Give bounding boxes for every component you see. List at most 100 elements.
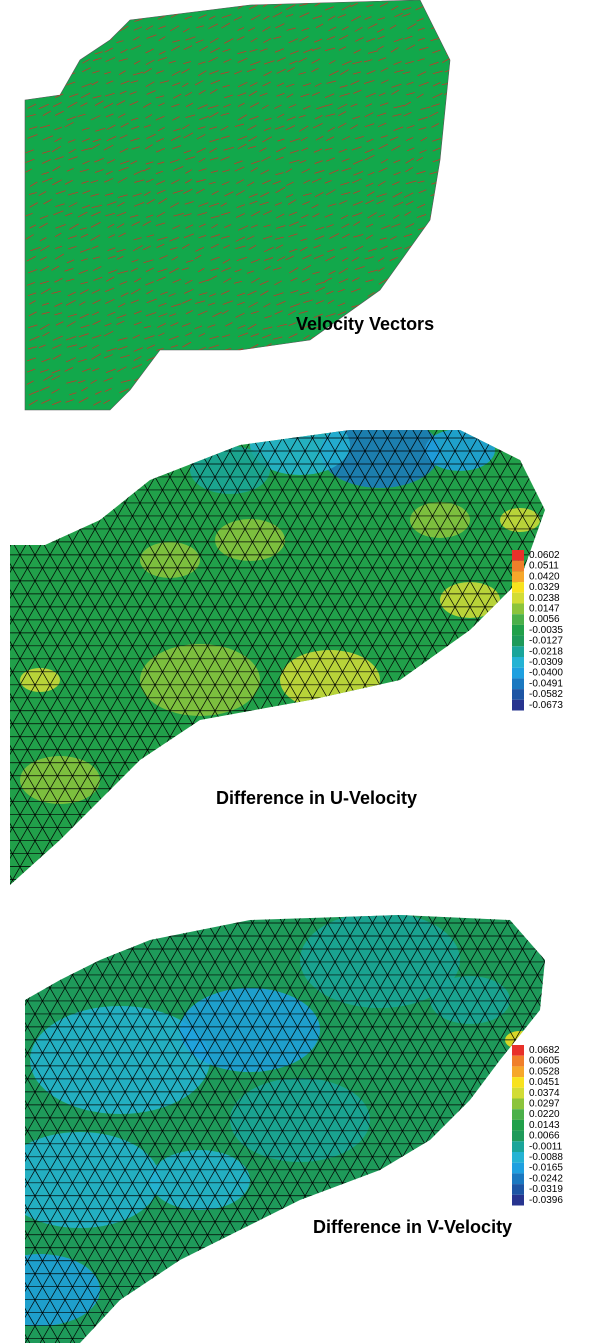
- vector: [431, 236, 440, 241]
- vector: [313, 403, 321, 406]
- vector: [368, 357, 375, 361]
- vector: [392, 290, 402, 293]
- vector: [432, 301, 438, 304]
- vector: [431, 357, 438, 361]
- vector: [105, 15, 113, 20]
- legend-label: 0.0420: [529, 571, 560, 582]
- vector: [211, 368, 219, 372]
- patch: [0, 1132, 160, 1228]
- vector: [368, 348, 375, 351]
- vector: [432, 270, 439, 274]
- vector: [301, 378, 309, 380]
- vector: [274, 370, 283, 374]
- vector: [417, 302, 426, 305]
- vector: [445, 14, 454, 19]
- vector: [303, 368, 311, 373]
- vector: [393, 369, 401, 372]
- vector: [354, 337, 361, 339]
- vector: [353, 342, 361, 347]
- vector: [325, 346, 333, 350]
- vector: [431, 368, 441, 371]
- legend-label: -0.0319: [529, 1184, 563, 1195]
- vector: [169, 379, 175, 382]
- vector: [289, 370, 298, 373]
- mesh-edge: [590, 425, 603, 890]
- vector: [171, 3, 179, 7]
- vector: [208, 393, 215, 395]
- vector: [29, 37, 38, 41]
- vector: [378, 379, 388, 383]
- vector: [39, 70, 46, 73]
- legend-label: 0.0511: [529, 561, 559, 572]
- vector: [352, 402, 360, 405]
- vector: [432, 344, 442, 347]
- vector: [212, 358, 223, 361]
- vector: [341, 349, 349, 351]
- vector: [446, 370, 453, 372]
- vector: [55, 46, 65, 50]
- vector: [327, 356, 335, 360]
- vector: [301, 356, 309, 359]
- vector: [28, 90, 37, 93]
- mesh-edge: [0, 910, 15, 1343]
- vector: [183, 367, 190, 369]
- legend-label: -0.0582: [529, 689, 563, 700]
- legend-label: 0.0143: [529, 1120, 560, 1131]
- vector: [69, 16, 78, 21]
- domain-shape: [25, 0, 450, 410]
- legend-swatch: [512, 1099, 524, 1110]
- color-legend: 0.06020.05110.04200.03290.02380.01470.00…: [512, 550, 563, 711]
- vector: [316, 377, 324, 380]
- vector: [444, 336, 453, 338]
- legend-label: 0.0066: [529, 1131, 560, 1142]
- vector: [443, 223, 453, 227]
- vector: [444, 192, 452, 195]
- vector: [313, 344, 322, 348]
- vector: [28, 69, 35, 73]
- legend-label: 0.0147: [529, 603, 560, 614]
- legend-swatch: [512, 1045, 524, 1056]
- mesh-edge: [560, 425, 603, 890]
- vector: [171, 393, 179, 395]
- vector: [223, 402, 232, 405]
- panel-title: Difference in U-Velocity: [216, 788, 417, 808]
- vector: [378, 300, 386, 304]
- legend-swatch: [512, 593, 524, 604]
- vector: [147, 367, 154, 371]
- legend-label: -0.0035: [529, 625, 563, 636]
- vector: [406, 294, 414, 296]
- vector: [433, 289, 442, 294]
- vector: [263, 379, 272, 383]
- vector: [249, 388, 257, 391]
- vector: [381, 290, 388, 293]
- vector: [326, 335, 336, 338]
- vector: [158, 367, 167, 371]
- legend-swatch: [512, 689, 524, 700]
- patch: [410, 502, 470, 538]
- vector: [42, 40, 50, 44]
- vector: [234, 399, 244, 402]
- vector: [407, 335, 413, 338]
- legend-label: 0.0220: [529, 1109, 560, 1120]
- vector: [81, 5, 87, 8]
- vector: [275, 388, 282, 390]
- legend-swatch: [512, 657, 524, 668]
- vector: [393, 302, 403, 305]
- vector: [442, 135, 451, 140]
- vector: [442, 358, 449, 361]
- vector: [313, 359, 321, 361]
- vector: [28, 48, 35, 50]
- vector: [430, 246, 440, 250]
- patch: [140, 542, 200, 578]
- vector: [82, 45, 89, 49]
- vector: [107, 3, 115, 8]
- vector: [29, 17, 39, 20]
- legend-label: -0.0218: [529, 646, 563, 657]
- mesh-edge: [565, 910, 603, 1343]
- mesh-edge: [575, 910, 603, 1343]
- legend-label: 0.0605: [529, 1056, 560, 1067]
- vector: [338, 389, 346, 393]
- vector: [340, 357, 347, 360]
- vector: [147, 5, 155, 8]
- vector: [351, 391, 360, 395]
